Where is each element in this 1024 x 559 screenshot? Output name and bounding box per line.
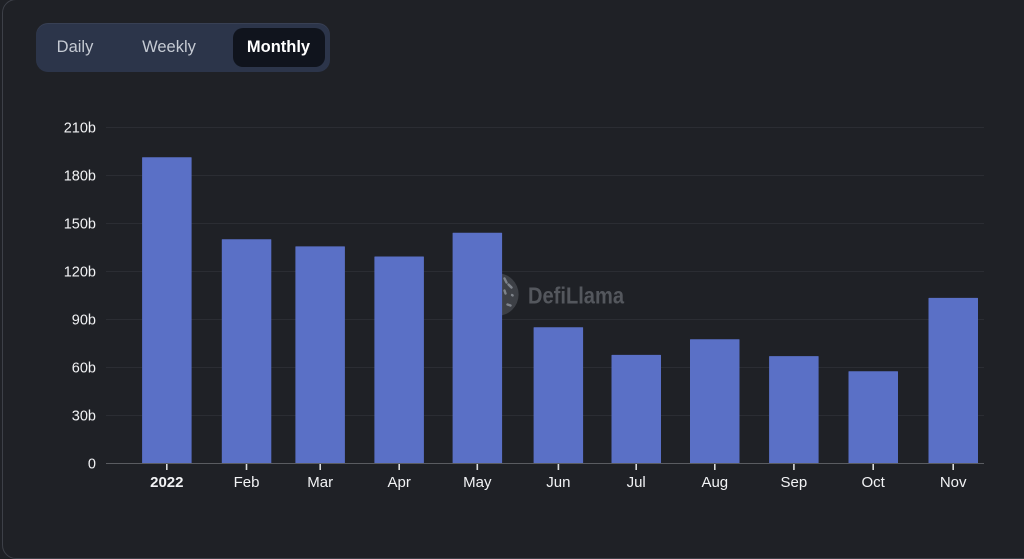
y-axis-label-0: 0 [88, 457, 96, 473]
y-axis-label-60b: 60b [72, 361, 96, 377]
x-axis-label-Jul: Jul [627, 474, 646, 491]
interval-tab-group: Daily Weekly Monthly [36, 23, 330, 72]
y-axis-label-120b: 120b [64, 265, 96, 281]
bar-Jun[interactable] [533, 327, 584, 464]
x-axis-label-Jun: Jun [546, 474, 570, 491]
tab-monthly[interactable]: Monthly [232, 28, 325, 67]
bar-Apr[interactable] [374, 256, 424, 464]
bar-2022[interactable] [142, 157, 192, 464]
x-axis-label-2022: 2022 [150, 474, 183, 491]
bar-Mar[interactable] [295, 246, 345, 464]
x-axis-label-Oct: Oct [862, 474, 886, 491]
bar-chart-svg: DefiLlama 0 30b 60b 90b 120b 150b 180b 210b 202… [64, 121, 984, 491]
x-axis-label-May: May [463, 474, 492, 491]
y-axis-label-150b: 150b [64, 217, 96, 233]
tab-daily[interactable]: Daily [41, 23, 109, 72]
x-axis-label-Aug: Aug [701, 474, 728, 491]
y-axis-labels: 0 30b 60b 90b 120b 150b 180b 210b [64, 121, 96, 473]
x-axis-labels: 2022 Feb Mar Apr May Jun Jul Aug Sep Oct Nov [150, 474, 967, 491]
bar-Oct[interactable] [848, 371, 899, 464]
bar-chart: DefiLlama 0 30b 60b 90b 120b 150b 180b 210b 202… [64, 121, 984, 491]
bars [142, 157, 979, 464]
bar-Feb[interactable] [221, 239, 272, 464]
bar-May[interactable] [452, 232, 503, 464]
y-axis-label-90b: 90b [72, 313, 96, 329]
x-axis-label-Nov: Nov [940, 474, 967, 491]
y-axis-label-210b: 210b [64, 121, 96, 137]
y-axis-label-180b: 180b [64, 169, 96, 185]
x-axis-label-Apr: Apr [388, 474, 411, 491]
bar-Aug[interactable] [690, 339, 740, 464]
bar-Sep[interactable] [769, 356, 819, 464]
watermark-text: DefiLlama [528, 283, 624, 309]
bar-Nov[interactable] [928, 297, 979, 464]
bar-Jul[interactable] [611, 354, 662, 464]
tab-weekly[interactable]: Weekly [135, 23, 203, 72]
y-axis-label-30b: 30b [72, 409, 96, 425]
x-axis [106, 463, 984, 470]
x-axis-label-Mar: Mar [307, 474, 333, 491]
x-axis-label-Feb: Feb [234, 474, 260, 491]
x-axis-label-Sep: Sep [781, 474, 808, 491]
